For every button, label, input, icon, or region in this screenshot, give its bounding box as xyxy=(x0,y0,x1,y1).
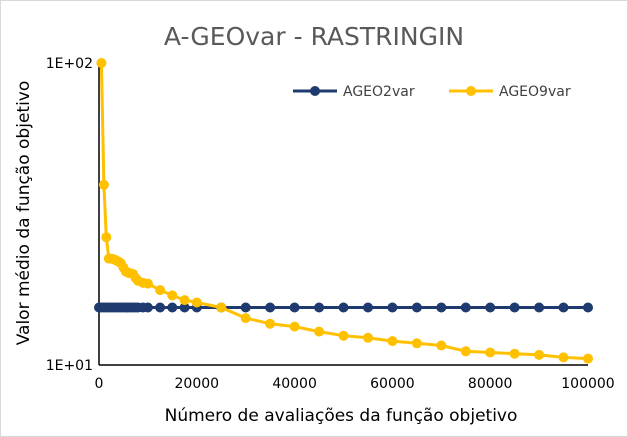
data-point xyxy=(142,302,153,313)
data-point xyxy=(411,302,422,313)
data-point xyxy=(216,302,227,313)
data-point xyxy=(583,302,593,313)
data-point xyxy=(338,302,349,313)
data-point xyxy=(314,302,325,313)
plot-area: 0 20000 40000 60000 80000 100000 1E+01 1E+02 xyxy=(46,56,615,392)
data-point xyxy=(363,302,373,313)
data-point xyxy=(558,352,569,363)
data-point xyxy=(191,297,202,308)
legend-label: AGEO2var xyxy=(343,84,415,100)
data-point xyxy=(155,285,166,296)
data-point xyxy=(509,302,520,313)
legend-label: AGEO9var xyxy=(499,84,571,100)
data-point xyxy=(179,295,190,306)
data-point xyxy=(96,58,107,68)
data-point xyxy=(534,349,545,360)
legend-swatch-marker xyxy=(310,86,320,96)
data-point xyxy=(101,232,112,243)
data-point xyxy=(338,330,349,341)
data-point xyxy=(387,336,398,347)
data-point xyxy=(363,332,373,343)
x-tick-label: 80000 xyxy=(468,376,513,392)
data-point xyxy=(240,313,251,324)
data-point xyxy=(179,302,190,313)
data-point xyxy=(485,347,496,358)
data-point xyxy=(314,326,325,337)
data-point xyxy=(289,321,300,332)
x-tick-label: 40000 xyxy=(272,376,317,392)
data-point xyxy=(142,278,153,289)
data-point xyxy=(155,302,166,313)
data-point xyxy=(534,302,545,313)
series-line xyxy=(99,62,589,361)
y-tick-label: 1E+01 xyxy=(46,358,93,374)
data-point xyxy=(265,318,276,329)
x-tick-label: 20000 xyxy=(175,376,220,392)
data-point xyxy=(460,346,471,357)
x-tick-label: 60000 xyxy=(370,376,415,392)
legend: AGEO2var AGEO9var xyxy=(293,84,571,100)
data-point xyxy=(240,302,251,313)
chart-title: A-GEOvar - RASTRINGIN xyxy=(164,22,464,51)
data-point xyxy=(583,353,593,364)
data-point xyxy=(436,340,447,351)
data-point xyxy=(485,302,496,313)
data-point xyxy=(167,302,178,313)
x-tick-label: 0 xyxy=(95,376,104,392)
data-point xyxy=(509,348,520,359)
data-point xyxy=(289,302,300,313)
x-axis-label: Número de avaliações da função objetivo xyxy=(165,406,518,426)
data-point xyxy=(167,290,178,301)
legend-swatch-marker xyxy=(466,86,476,96)
y-tick-label: 1E+02 xyxy=(46,56,93,72)
data-point xyxy=(98,179,109,190)
data-point xyxy=(387,302,398,313)
data-point xyxy=(265,302,276,313)
data-point xyxy=(411,338,422,349)
y-axis-label: Valor médio da função objetivo xyxy=(14,81,34,346)
data-point xyxy=(460,302,471,313)
data-point xyxy=(436,302,447,313)
x-tick-label: 100000 xyxy=(561,376,614,392)
data-point xyxy=(558,302,569,313)
